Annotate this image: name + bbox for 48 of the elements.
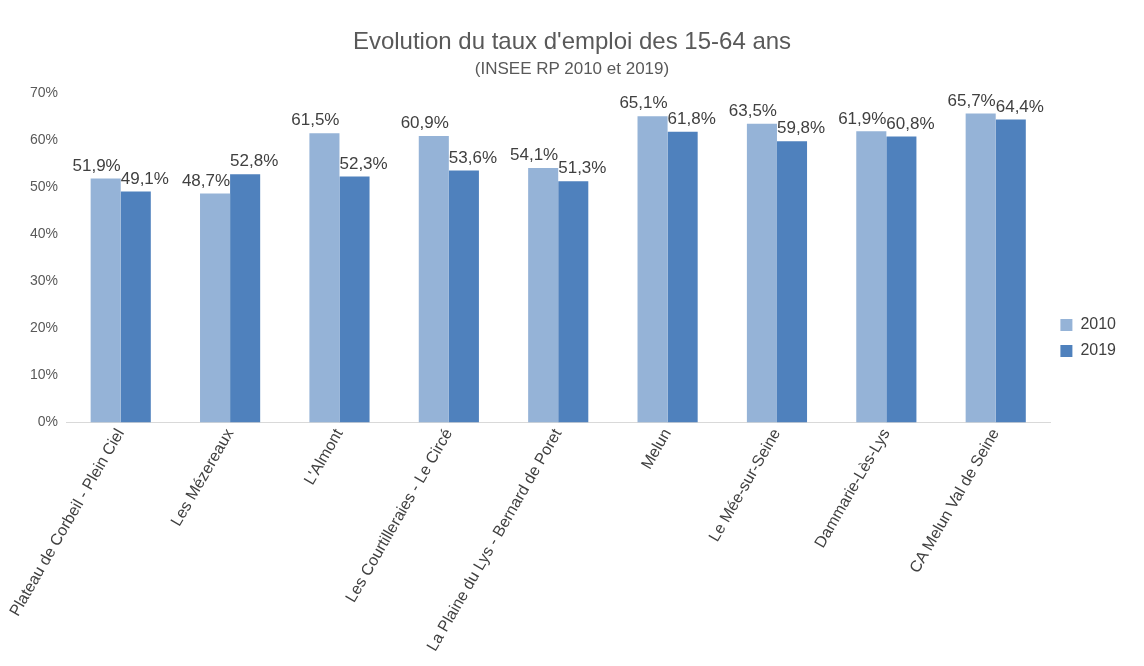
bar: [558, 181, 589, 423]
bar: [200, 193, 231, 423]
bar: [776, 141, 808, 423]
bar: [746, 123, 777, 423]
y-tick-label: 60%: [30, 131, 59, 148]
data-label: 49,1%: [120, 168, 169, 188]
bar: [637, 116, 668, 423]
legend-label: 2010: [1080, 315, 1117, 333]
data-label: 54,1%: [510, 145, 559, 165]
y-tick-label: 40%: [30, 225, 59, 242]
bar: [667, 131, 698, 423]
y-tick-label: 10%: [30, 366, 59, 383]
y-tick-label: 0%: [37, 413, 59, 430]
data-label: 51,9%: [72, 155, 121, 175]
bar: [856, 131, 887, 423]
data-label: 61,8%: [667, 108, 716, 128]
y-tick-label: 20%: [30, 319, 59, 336]
data-label: 65,7%: [947, 90, 996, 110]
bar: [309, 133, 340, 423]
data-label: 61,5%: [291, 110, 340, 130]
data-label: 60,8%: [886, 113, 935, 133]
bar: [965, 113, 996, 423]
y-tick-label: 30%: [30, 272, 59, 289]
data-label: 63,5%: [728, 100, 777, 120]
bar: [339, 176, 370, 423]
data-label: 53,6%: [448, 147, 498, 167]
data-label: 51,3%: [558, 158, 607, 178]
legend-label: 2019: [1080, 341, 1117, 359]
data-label: 60,9%: [400, 113, 449, 133]
y-tick-label: 70%: [30, 84, 59, 101]
bar: [995, 119, 1026, 423]
bar: [448, 170, 479, 423]
data-label: 64,4%: [995, 96, 1044, 116]
bar: [886, 136, 917, 423]
data-label: 52,3%: [339, 153, 388, 173]
data-label: 61,9%: [838, 108, 887, 128]
y-tick-label: 50%: [30, 178, 59, 195]
bar: [230, 174, 261, 423]
data-label: 59,8%: [776, 118, 826, 138]
data-label: 65,1%: [619, 93, 668, 113]
chart-subtitle: (INSEE RP 2010 et 2019): [474, 58, 670, 78]
bar: [528, 168, 559, 423]
chart-title: Evolution du taux d'emploi des 15-64 ans: [352, 27, 792, 55]
bar: [90, 178, 121, 423]
bar: [120, 191, 151, 423]
bar: [418, 136, 449, 423]
data-label: 52,8%: [230, 151, 279, 171]
data-label: 48,7%: [181, 170, 231, 190]
